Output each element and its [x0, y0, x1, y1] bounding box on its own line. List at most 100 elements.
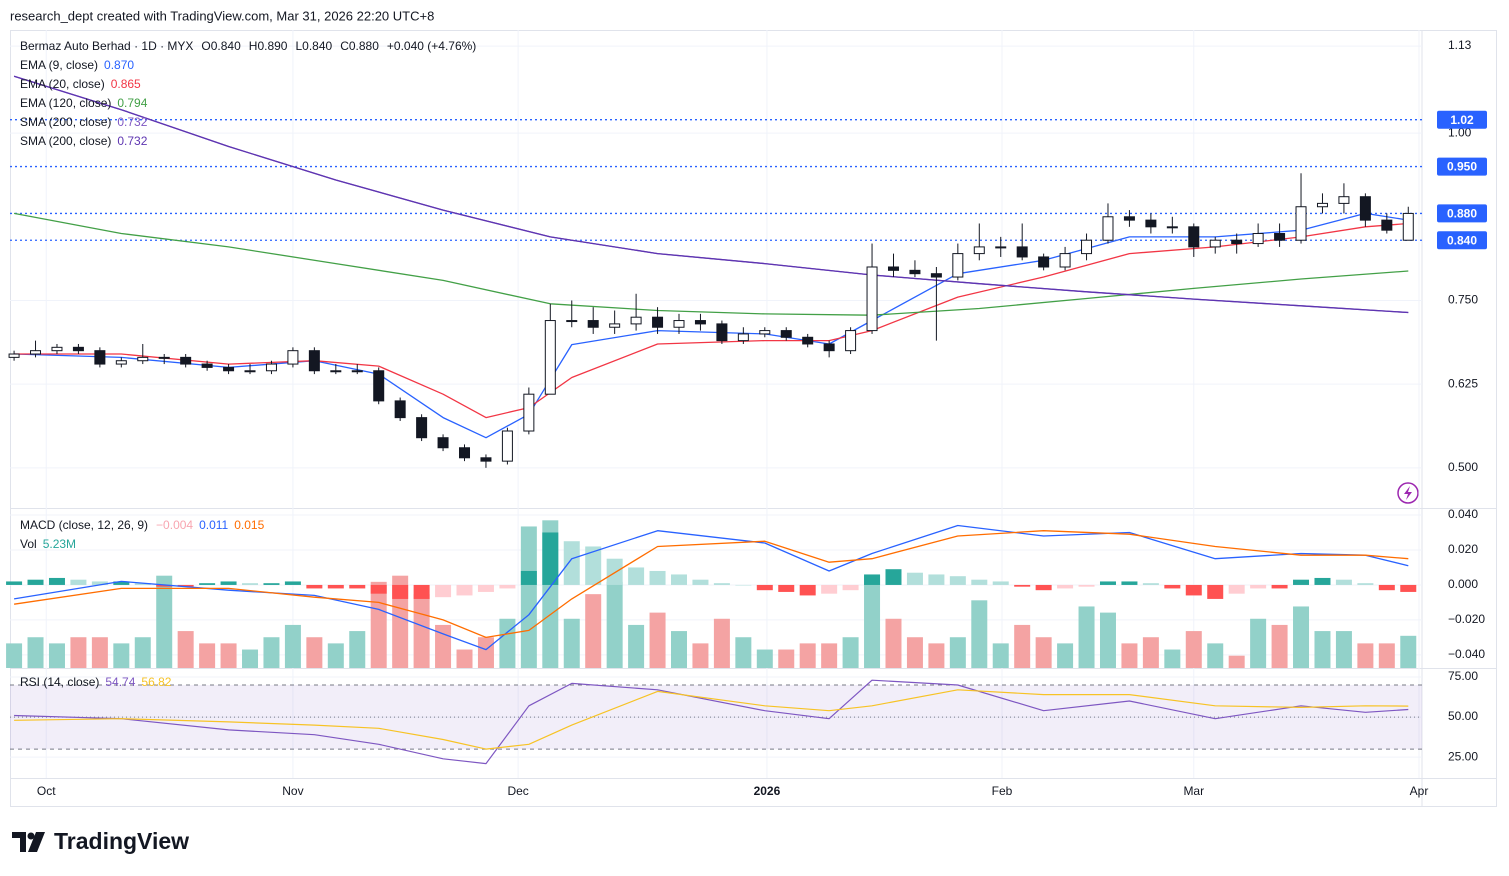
- candle-body: [30, 350, 42, 355]
- candle-body: [351, 370, 363, 373]
- y-tick-label: 0.500: [1448, 460, 1478, 474]
- volume-bar: [799, 643, 816, 668]
- alert-icon[interactable]: [1397, 482, 1419, 504]
- macd-histogram-bar: [27, 579, 44, 585]
- candle-body: [180, 356, 192, 365]
- volume-bar: [520, 526, 537, 668]
- volume-bar: [1250, 618, 1267, 668]
- legend-name: SMA (200, close): [20, 115, 111, 129]
- macd-histogram-bar: [1121, 581, 1138, 585]
- legend-value: 5.23M: [43, 537, 76, 551]
- indicator-line: [14, 212, 1409, 439]
- macd-histogram-bar: [284, 581, 301, 585]
- candle-body: [8, 353, 20, 358]
- volume-bar: [456, 649, 473, 668]
- legend-name: EMA (120, close): [20, 96, 111, 110]
- volume-bar: [1078, 606, 1095, 668]
- volume-bar: [1293, 606, 1310, 668]
- volume-bar: [842, 637, 859, 668]
- volume-bar: [756, 649, 773, 668]
- macd-histogram-bar: [1293, 579, 1310, 585]
- price-label-box: [1437, 157, 1487, 176]
- legend-value: −0.004: [156, 518, 193, 532]
- macd-histogram-bar: [134, 583, 151, 585]
- volume-bar: [864, 575, 881, 668]
- macd-histogram-bar: [1099, 581, 1116, 585]
- y-tick-label: 0.625: [1448, 376, 1478, 390]
- volume-bar: [671, 631, 688, 668]
- macd-histogram-bar: [520, 570, 537, 585]
- macd-histogram-bar: [91, 581, 108, 585]
- y-tick-label: −0.020: [1448, 612, 1485, 626]
- legend-entry: MACD (close, 12, 26, 9) −0.004 0.011 0.015: [20, 518, 265, 532]
- legend-entry: SMA (200, close) 0.732: [20, 115, 148, 129]
- candle-body: [716, 323, 728, 342]
- candle-body: [566, 320, 578, 323]
- candle-body: [244, 370, 256, 373]
- candle-body: [287, 350, 299, 365]
- candle-body: [973, 246, 985, 255]
- candle-body: [845, 330, 857, 352]
- volume-bar: [1099, 612, 1116, 668]
- logo-mark: [28, 832, 45, 852]
- macd-histogram-bar: [6, 581, 23, 585]
- macd-histogram-bar: [199, 583, 216, 585]
- logo-mark: [12, 832, 26, 852]
- alert-bolt[interactable]: [1404, 486, 1412, 500]
- legend-value: 0.015: [234, 518, 264, 532]
- legend-entry: SMA (200, close) 0.732: [20, 134, 148, 148]
- macd-histogram-bar: [1164, 584, 1181, 589]
- volume-bar: [1035, 637, 1052, 668]
- indicator-line: [14, 679, 1409, 765]
- candle-body: [823, 343, 835, 352]
- volume-bar: [949, 637, 966, 668]
- quote-value: L0.840: [295, 39, 332, 53]
- macd-histogram-bar: [1057, 584, 1074, 589]
- volume-bar: [327, 643, 344, 668]
- y-tick-label: 0.750: [1448, 293, 1478, 307]
- volume-bar: [992, 643, 1009, 668]
- alert-circle[interactable]: [1397, 482, 1419, 504]
- macd-histogram-bar: [48, 577, 65, 585]
- volume-bar: [1314, 631, 1331, 668]
- candle-body: [223, 366, 235, 372]
- volume-bar: [370, 581, 387, 668]
- candle-body: [930, 273, 942, 278]
- volume-bar: [48, 643, 65, 668]
- legend-value: 54.74: [105, 675, 135, 689]
- candle-body: [501, 430, 513, 462]
- volume-bar: [134, 637, 151, 668]
- macd-histogram-bar: [456, 584, 473, 596]
- indicator-line: [14, 530, 1409, 639]
- candle-body: [416, 417, 428, 439]
- macd-histogram-bar: [370, 584, 387, 594]
- candle-body: [523, 393, 535, 432]
- volume-bar: [156, 575, 173, 668]
- candle-body: [437, 437, 449, 449]
- volume-bar: [70, 637, 87, 668]
- legend-header: Bermaz Auto Berhad · 1D · MYX O0.840 H0.89…: [20, 39, 476, 53]
- candle-body: [459, 447, 471, 459]
- candle-body: [802, 336, 814, 345]
- y-tick-label: 0.020: [1448, 542, 1478, 556]
- legend-value: 0.732: [117, 115, 147, 129]
- candle-body: [72, 346, 84, 352]
- candle-body: [909, 269, 921, 275]
- macd-histogram-bar: [1078, 584, 1095, 587]
- volume-bar: [1378, 643, 1395, 668]
- candle-body: [394, 400, 406, 419]
- macd-histogram-bar: [756, 584, 773, 591]
- price-label: 0.950: [1447, 160, 1477, 174]
- macd-histogram-bar: [1378, 584, 1395, 591]
- macd-histogram-bar: [692, 579, 709, 585]
- candle-body: [587, 320, 599, 328]
- volume-bar: [606, 581, 623, 668]
- price-label: 1.02: [1450, 113, 1474, 127]
- macd-histogram-bar: [499, 584, 516, 589]
- volume-bar: [177, 631, 194, 668]
- volume-bar: [27, 637, 44, 668]
- candle-body: [759, 330, 771, 335]
- logo-text: TradingView: [54, 828, 189, 854]
- macd-histogram-bar: [821, 584, 838, 594]
- candle-body: [673, 320, 685, 328]
